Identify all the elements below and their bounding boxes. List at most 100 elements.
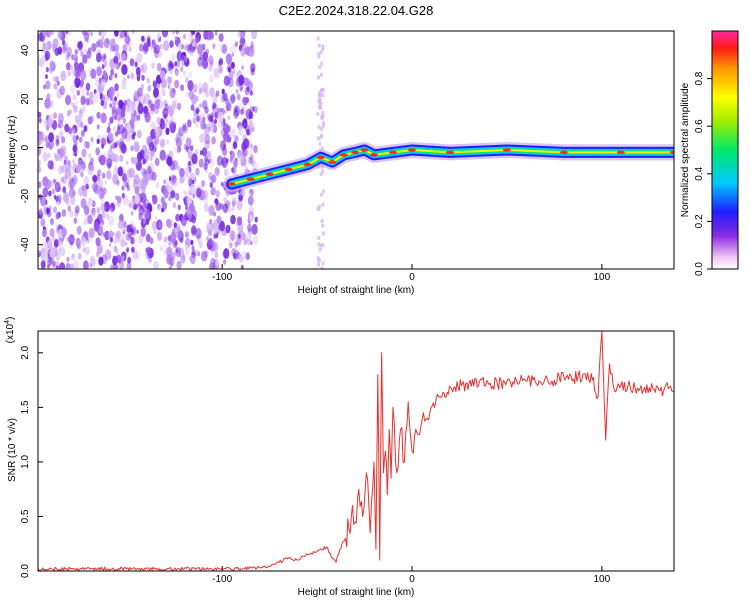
snr-plot-area [38, 331, 674, 571]
noise-speck [318, 247, 322, 252]
noise-speck [197, 56, 204, 67]
noise-speck [99, 94, 103, 100]
noise-speck [153, 87, 159, 98]
noise-speck [208, 172, 213, 180]
noise-speck [207, 229, 213, 237]
noise-speck [90, 99, 94, 105]
noise-speck [220, 182, 224, 187]
noise-speck [43, 31, 48, 37]
noise-speck [159, 149, 166, 161]
noise-speck [82, 247, 86, 253]
noise-speck [143, 198, 150, 209]
noise-speck [98, 31, 101, 36]
noise-speck [109, 237, 113, 243]
noise-speck [41, 55, 46, 64]
noise-speck [49, 249, 55, 258]
noise-speck [101, 231, 105, 237]
noise-speck [171, 121, 176, 130]
noise-speck [42, 42, 49, 53]
noise-speck [198, 158, 204, 168]
noise-speck [205, 31, 212, 41]
noise-speck [85, 82, 91, 91]
noise-speck [73, 217, 78, 224]
noise-speck [239, 87, 243, 92]
noise-speck [140, 192, 144, 198]
noise-speck [148, 99, 152, 105]
noise-speck [185, 249, 190, 256]
noise-speck [181, 134, 185, 140]
noise-speck [79, 86, 83, 93]
noise-speck [208, 205, 215, 216]
noise-speck [126, 185, 130, 191]
noise-speck [229, 157, 233, 162]
noise-speck [72, 158, 75, 164]
noise-speck [109, 103, 112, 108]
noise-speck [246, 238, 251, 246]
noise-speck [202, 82, 209, 93]
noise-speck [201, 180, 206, 187]
noise-speck [319, 192, 323, 198]
noise-speck [44, 50, 51, 61]
noise-speck [70, 100, 73, 106]
noise-speck [230, 207, 234, 213]
noise-speck [167, 76, 172, 85]
noise-speck [141, 62, 148, 74]
noise-speck [191, 225, 197, 235]
noise-speck [58, 147, 65, 159]
ridge-peak [227, 182, 236, 186]
noise-speck [85, 98, 90, 106]
noise-speck [113, 126, 116, 132]
noise-speck [151, 171, 157, 181]
noise-speck [246, 231, 253, 243]
noise-speck [73, 104, 78, 114]
noise-speck [169, 87, 176, 99]
noise-speck [322, 189, 326, 194]
noise-speck [212, 102, 217, 109]
noise-speck [238, 254, 244, 263]
noise-speck [120, 238, 125, 247]
snr-xtick-label: 0 [409, 574, 415, 585]
noise-speck [243, 77, 249, 86]
noise-speck [143, 208, 150, 220]
noise-speck [69, 195, 76, 206]
noise-speck [151, 220, 158, 231]
noise-speck [229, 94, 236, 105]
noise-speck [128, 232, 132, 239]
noise-speck [100, 219, 105, 226]
noise-speck [61, 209, 67, 217]
noise-speck [176, 102, 182, 111]
noise-speck [190, 104, 195, 111]
noise-speck [54, 154, 60, 162]
noise-speck [38, 181, 42, 188]
noise-speck [55, 265, 59, 269]
noise-speck [188, 32, 193, 42]
noise-speck [230, 214, 236, 225]
noise-speck [176, 260, 182, 269]
noise-speck [58, 247, 62, 252]
noise-speck [56, 139, 60, 145]
noise-speck [95, 147, 100, 156]
noise-speck [139, 43, 144, 52]
noise-speck [42, 187, 49, 198]
noise-speck [80, 167, 84, 174]
noise-speck [319, 50, 323, 55]
noise-speck [195, 227, 202, 239]
noise-speck [201, 147, 208, 157]
noise-speck [101, 31, 107, 37]
noise-speck [101, 210, 106, 219]
noise-speck [196, 115, 200, 122]
noise-speck [174, 227, 178, 233]
noise-speck [169, 40, 174, 48]
noise-speck [159, 138, 166, 148]
noise-speck [81, 87, 87, 97]
noise-speck [135, 250, 142, 261]
noise-speck [319, 133, 323, 139]
noise-speck [237, 222, 244, 233]
noise-speck [49, 228, 55, 237]
noise-speck [229, 150, 233, 155]
noise-speck [88, 227, 95, 239]
noise-speck [89, 255, 96, 267]
noise-speck [44, 154, 49, 161]
noise-speck [109, 207, 113, 214]
noise-speck [156, 117, 162, 126]
